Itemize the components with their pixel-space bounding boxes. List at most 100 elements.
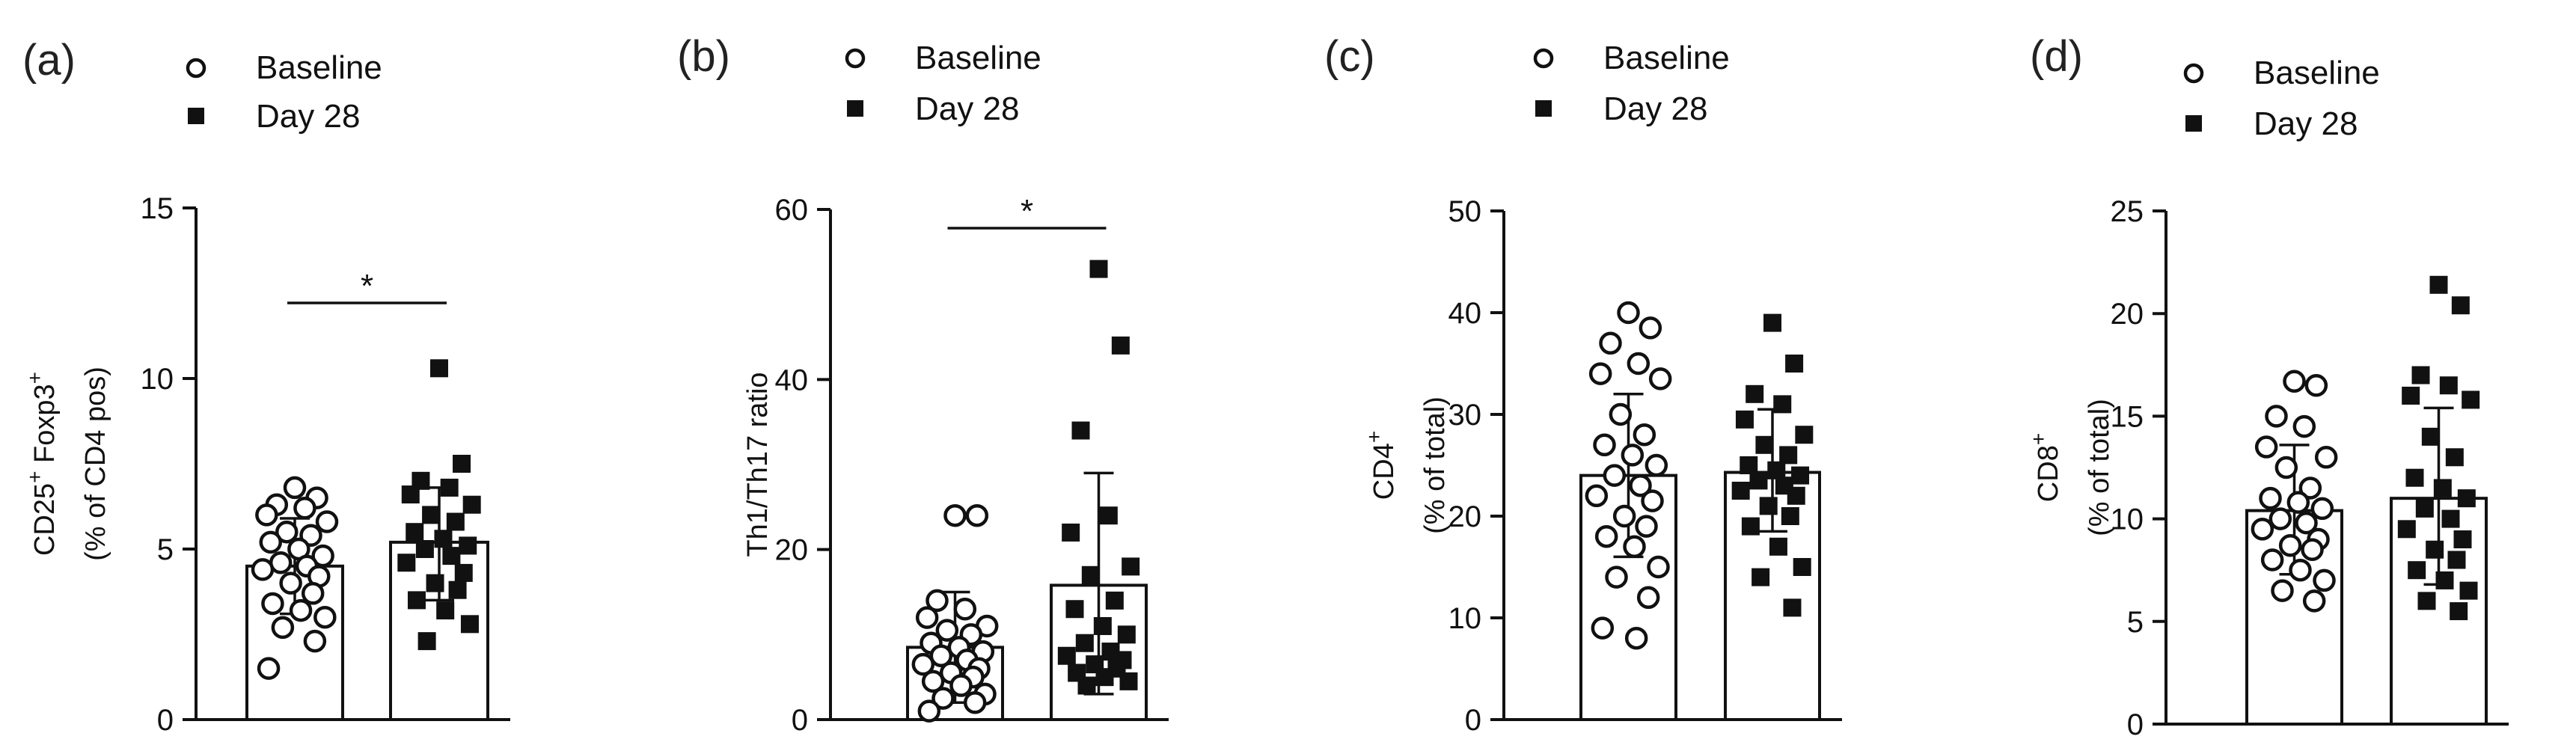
- data-point-baseline: [1635, 515, 1658, 538]
- data-point-baseline: [1617, 301, 1640, 325]
- data-point-day28: [426, 574, 444, 592]
- data-point-day28: [2402, 386, 2420, 405]
- data-point-day28: [1763, 313, 1781, 332]
- data-point-baseline: [953, 597, 977, 621]
- data-point-day28: [2450, 602, 2468, 621]
- data-point-day28: [1111, 336, 1130, 355]
- data-point-baseline: [2314, 446, 2338, 469]
- data-point-baseline: [2278, 534, 2302, 557]
- data-point-baseline: [2286, 491, 2310, 514]
- data-point-baseline: [935, 619, 959, 642]
- data-point-baseline: [1605, 566, 1628, 589]
- data-point-baseline: [1585, 484, 1609, 508]
- data-point-day28: [1081, 566, 1100, 584]
- y-axis-label-units: (% of total): [2084, 399, 2115, 536]
- data-point-day28: [1741, 517, 1760, 536]
- data-point-day28: [434, 530, 453, 548]
- y-axis-label-units: (% of CD4 pos): [80, 367, 111, 561]
- data-point-day28: [2447, 551, 2466, 569]
- data-point-day28: [1099, 506, 1118, 525]
- data-point-day28: [448, 580, 467, 599]
- y-tick-label: 0: [792, 704, 808, 737]
- y-tick-label: 10: [141, 363, 174, 396]
- data-point-day28: [1065, 600, 1084, 619]
- legend-baseline-label: Baseline: [1603, 40, 1730, 76]
- data-point-day28: [2408, 561, 2426, 580]
- data-point-baseline: [2271, 579, 2294, 602]
- bar-baseline: [1579, 473, 1677, 721]
- data-point-day28: [1117, 625, 1136, 644]
- y-tick-label: 20: [775, 534, 809, 567]
- data-point-baseline: [1645, 453, 1668, 477]
- data-point-day28: [2405, 468, 2424, 487]
- data-point-day28: [417, 632, 436, 651]
- data-point-day28: [1779, 446, 1798, 465]
- y-tick-label: 20: [1448, 500, 1482, 533]
- data-point-baseline: [271, 616, 295, 640]
- data-point-baseline: [1593, 433, 1616, 457]
- data-point-day28: [1093, 616, 1112, 635]
- data-point-baseline: [1648, 367, 1672, 390]
- y-tick-label: 10: [2111, 503, 2144, 536]
- panel-letter: (a): [22, 36, 76, 85]
- data-point-day28: [2429, 275, 2448, 294]
- data-point-day28: [1746, 384, 1764, 403]
- chart-panel-a: (a) Baseline Day 28 0 5 10 15 CD25+ Foxp3+ (% of…: [22, 36, 510, 737]
- data-point-day28: [2459, 581, 2478, 600]
- data-point-baseline: [1627, 352, 1650, 376]
- legend-baseline-marker: [2183, 63, 2204, 84]
- y-tick-label: 15: [2111, 400, 2144, 433]
- y-tick-label: 25: [2111, 195, 2144, 228]
- chart-panel-c: (c) Baseline Day 28 0 10 20 30 40 50 CD4+ (% of to…: [1324, 32, 1842, 737]
- y-tick-label: 30: [1448, 399, 1482, 432]
- data-point-baseline: [279, 571, 302, 595]
- data-point-day28: [1781, 507, 1799, 525]
- data-point-baseline: [311, 544, 334, 568]
- y-tick-label: 0: [1465, 704, 1481, 737]
- data-point-baseline: [1591, 616, 1615, 640]
- chart-panel-b: (b) Baseline Day 28 0 20 40 60 Th1/Th17 ratio *: [677, 32, 1169, 737]
- y-tick-label: 10: [1448, 602, 1482, 635]
- y-tick-label: 40: [1448, 297, 1482, 330]
- data-point-baseline: [1641, 489, 1664, 512]
- data-point-day28: [1767, 461, 1786, 479]
- legend-day28-label: Day 28: [1603, 91, 1707, 127]
- data-point-day28: [397, 554, 416, 572]
- panel-letter: (c): [1324, 32, 1375, 81]
- y-axis-label: CD8+: [2027, 433, 2064, 502]
- data-point-baseline: [921, 669, 945, 693]
- data-point-day28: [446, 512, 465, 531]
- data-point-day28: [1773, 395, 1792, 414]
- data-point-baseline: [1621, 444, 1645, 467]
- data-point-baseline: [915, 606, 939, 629]
- data-point-baseline: [2295, 511, 2318, 535]
- data-point-baseline: [926, 589, 949, 613]
- data-point-baseline: [963, 691, 987, 714]
- data-point-day28: [1783, 598, 1802, 617]
- chart-panel-d: (d) Baseline Day 28 0 5 10 15 20 25 CD8+ (% of tot…: [2027, 32, 2509, 741]
- legend-baseline-label: Baseline: [256, 49, 382, 86]
- data-point-day28: [2397, 520, 2416, 539]
- data-point-day28: [1105, 591, 1124, 610]
- data-point-day28: [1119, 672, 1138, 690]
- data-point-baseline: [2274, 456, 2298, 479]
- legend-baseline-marker: [1533, 48, 1554, 69]
- data-point-day28: [1057, 646, 1076, 665]
- data-point-baseline: [1633, 423, 1656, 447]
- legend-day28-marker: [2185, 115, 2202, 132]
- data-point-day28: [1740, 456, 1758, 474]
- data-point-day28: [2417, 592, 2436, 610]
- data-point-day28: [1077, 676, 1096, 695]
- data-point-day28: [1089, 260, 1108, 278]
- data-point-day28: [1752, 568, 1770, 586]
- data-point-baseline: [2254, 435, 2278, 459]
- y-tick-label: 5: [2127, 606, 2144, 639]
- data-point-baseline: [275, 520, 299, 544]
- data-point-baseline: [2292, 414, 2316, 438]
- data-point-baseline: [929, 644, 953, 667]
- significance-star: *: [1021, 193, 1033, 230]
- data-point-baseline: [965, 503, 989, 527]
- data-point-baseline: [251, 558, 275, 581]
- data-point-baseline: [1609, 402, 1633, 426]
- data-point-baseline: [1603, 464, 1627, 487]
